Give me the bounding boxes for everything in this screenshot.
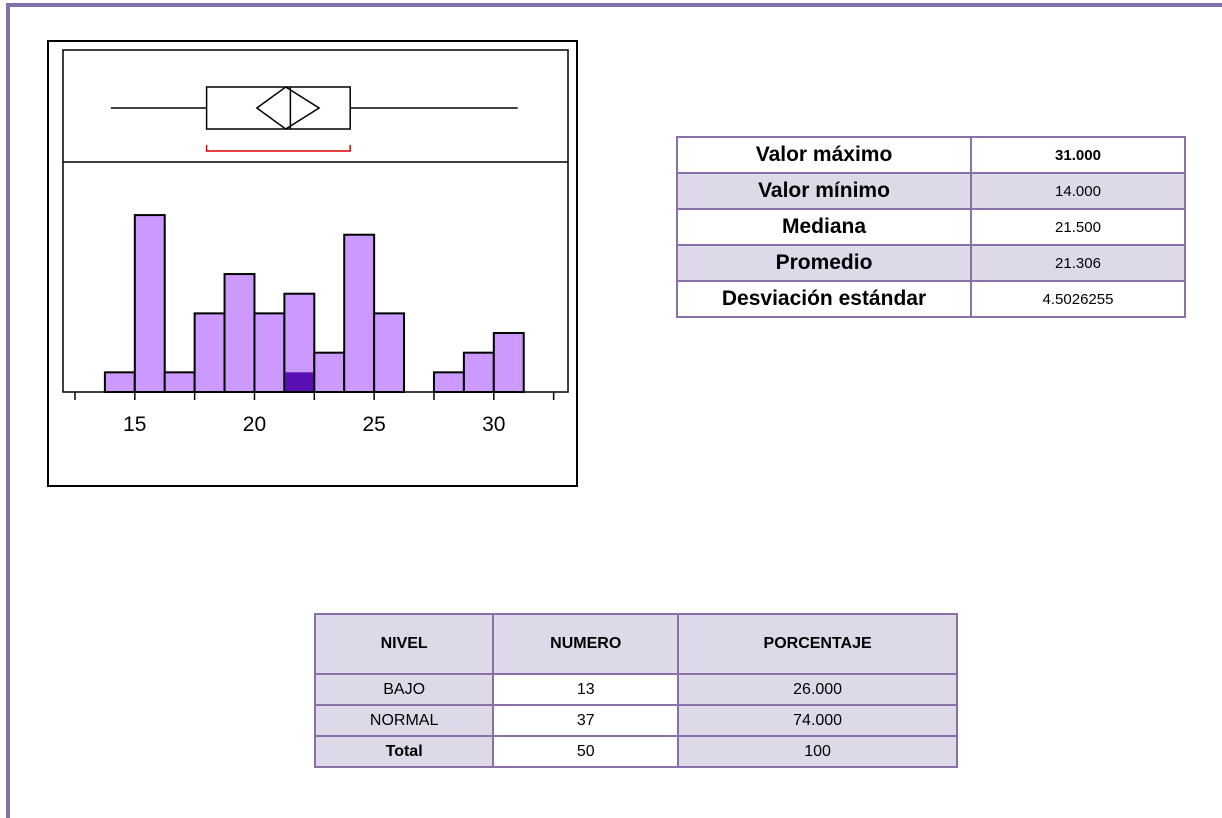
stats-table: Valor máximo 31.000 Valor mínimo 14.000 Medi… (676, 136, 1186, 318)
stat-value: 4.5026255 (970, 280, 1186, 318)
bar (373, 312, 406, 393)
bar (223, 273, 256, 393)
stat-value: 14.000 (970, 172, 1186, 210)
bar (432, 371, 465, 394)
chart: 15 20 25 30 (47, 40, 578, 487)
level-cell: Total (313, 735, 495, 768)
header-cell: NIVEL (313, 613, 495, 675)
bar (133, 214, 166, 393)
level-cell: 26.000 (677, 673, 958, 706)
level-cell: NORMAL (313, 704, 495, 737)
x-tick-label: 30 (482, 413, 505, 436)
level-row: NORMAL 37 74.000 (313, 704, 958, 737)
box (205, 86, 351, 130)
header-cell: NUMERO (492, 613, 680, 675)
bar (253, 312, 286, 393)
bar (163, 371, 196, 394)
stat-value: 21.306 (970, 244, 1186, 282)
x-tick-label: 20 (243, 413, 266, 436)
stat-name: Mediana (676, 208, 972, 246)
stats-row: Mediana 21.500 (676, 208, 1186, 246)
plot-frame (47, 40, 578, 487)
stat-value: 31.000 (970, 136, 1186, 174)
stats-row: Valor mínimo 14.000 (676, 172, 1186, 210)
x-tick-label: 15 (123, 413, 146, 436)
level-cell: 37 (492, 704, 680, 737)
x-tick-label: 25 (362, 413, 385, 436)
stats-row: Desviación estándar 4.5026255 (676, 280, 1186, 318)
header-cell: PORCENTAJE (677, 613, 958, 675)
level-row: BAJO 13 26.000 (313, 673, 958, 706)
bar (313, 351, 346, 393)
levels-table: NIVEL NUMERO PORCENTAJE BAJO 13 26.000 NORMAL 3… (313, 613, 958, 768)
frame (6, 3, 1222, 818)
level-cell: 50 (492, 735, 680, 768)
bar (193, 312, 226, 393)
stat-name: Desviación estándar (676, 280, 972, 318)
stats-row: Valor máximo 31.000 (676, 136, 1186, 174)
bar (492, 332, 525, 393)
mean-diamond (255, 86, 321, 130)
stats-row: Promedio 21.306 (676, 244, 1186, 282)
bar (462, 351, 495, 393)
stat-value: 21.500 (970, 208, 1186, 246)
level-cell: 100 (677, 735, 958, 768)
level-row: Total 50 100 (313, 735, 958, 768)
selected-bar (285, 372, 314, 391)
stat-name: Promedio (676, 244, 972, 282)
level-cell: BAJO (313, 673, 495, 706)
bar (343, 233, 376, 393)
bar (103, 371, 136, 394)
stat-name: Valor máximo (676, 136, 972, 174)
stat-name: Valor mínimo (676, 172, 972, 210)
shortest-half (205, 145, 351, 152)
level-cell: 13 (492, 673, 680, 706)
level-cell: 74.000 (677, 704, 958, 737)
header-row: NIVEL NUMERO PORCENTAJE (313, 613, 958, 675)
